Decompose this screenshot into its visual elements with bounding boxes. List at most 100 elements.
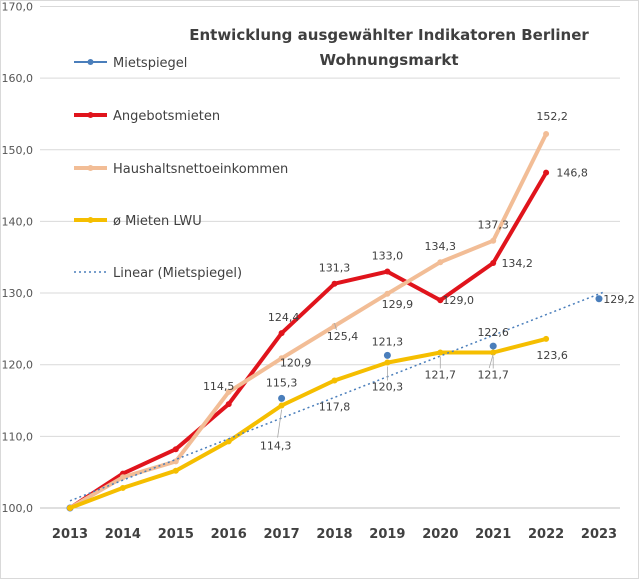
label-leader-line xyxy=(488,353,494,369)
series-point-3 xyxy=(490,349,497,356)
data-label: 122,6 xyxy=(477,326,509,339)
series-point-0 xyxy=(489,342,497,350)
series-point-1 xyxy=(172,446,179,453)
legend-label: Haushaltsnettoeinkommen xyxy=(113,162,288,177)
data-label: 133,0 xyxy=(372,250,404,263)
series-point-3 xyxy=(119,484,126,491)
legend-marker xyxy=(87,217,94,223)
series-point-2 xyxy=(119,474,126,481)
series-point-3 xyxy=(543,335,550,342)
data-label: 121,7 xyxy=(477,369,509,382)
data-label: 134,2 xyxy=(501,257,533,270)
x-tick-label: 2023 xyxy=(581,527,617,542)
data-label: 121,7 xyxy=(425,369,457,382)
series-point-1 xyxy=(543,169,550,176)
legend-label: Mietspiegel xyxy=(113,56,187,71)
x-axis: 2013 2014 2015 2016 2017 2018 2019 2020 2021 2022… xyxy=(52,527,617,542)
series-point-3 xyxy=(331,377,338,384)
label-leader-line xyxy=(334,322,337,331)
series-point-2 xyxy=(543,130,550,137)
series-point-1 xyxy=(384,268,391,275)
chart-title-line-1: Entwicklung ausgewählter Indikatoren Ber… xyxy=(189,26,589,44)
data-label: 120,9 xyxy=(280,356,312,369)
y-axis: 100,0 110,0 120,0 130,0 140,0 150,0 160,0 170,0 xyxy=(2,0,34,515)
series-point-3 xyxy=(384,359,391,366)
data-label: 121,3 xyxy=(372,335,404,348)
trendline xyxy=(69,290,606,502)
plot-series xyxy=(66,130,606,512)
data-label: 131,3 xyxy=(319,262,351,275)
data-label: 129,9 xyxy=(382,298,414,311)
x-tick-label: 2022 xyxy=(528,527,564,542)
data-label: 129,2 xyxy=(603,293,635,306)
series-point-1 xyxy=(331,280,338,287)
series-point-0 xyxy=(278,394,286,402)
legend-item: ø Mieten LWU xyxy=(74,214,202,229)
legend-marker xyxy=(87,112,94,118)
legend-item: Angebotsmieten xyxy=(74,109,220,124)
data-label: 120,3 xyxy=(372,381,404,394)
y-tick-label: 140,0 xyxy=(2,215,34,228)
series-point-3 xyxy=(172,467,179,474)
series-point-3 xyxy=(225,438,232,445)
legend-label: ø Mieten LWU xyxy=(113,214,202,229)
x-tick-label: 2013 xyxy=(52,527,88,542)
series-point-1 xyxy=(437,297,444,304)
legend-marker xyxy=(87,165,94,171)
gridlines xyxy=(40,5,620,509)
data-label: 123,6 xyxy=(536,349,568,362)
y-tick-label: 120,0 xyxy=(2,359,34,372)
chart-title: Entwicklung ausgewählter Indikatoren Ber… xyxy=(189,26,589,69)
chart-title-line-2: Wohnungsmarkt xyxy=(320,51,459,69)
legend-marker xyxy=(87,59,94,65)
x-tick-label: 2015 xyxy=(158,527,194,542)
y-tick-label: 150,0 xyxy=(2,144,34,157)
y-tick-label: 170,0 xyxy=(2,0,34,13)
x-tick-label: 2016 xyxy=(211,527,247,542)
data-label: 115,3 xyxy=(266,376,298,389)
legend: Mietspiegel Angebotsmieten Haushaltsnettoe… xyxy=(74,56,288,281)
legend-item: Mietspiegel xyxy=(74,56,187,71)
series-point-1 xyxy=(490,259,497,266)
x-tick-label: 2017 xyxy=(264,527,300,542)
data-label: 134,3 xyxy=(425,240,457,253)
data-label: 146,8 xyxy=(556,167,588,180)
data-label: 114,5 xyxy=(203,380,235,393)
y-tick-label: 110,0 xyxy=(2,430,34,443)
x-tick-label: 2018 xyxy=(316,527,352,542)
series-line-3 xyxy=(68,336,549,510)
series-point-2 xyxy=(278,355,285,362)
series-point-3 xyxy=(67,505,73,511)
series-point-3 xyxy=(437,349,444,356)
legend-item: Linear (Mietspiegel) xyxy=(74,266,242,281)
data-label: 152,2 xyxy=(536,110,568,123)
series-point-0 xyxy=(595,295,603,303)
series-point-2 xyxy=(437,259,444,266)
legend-label: Linear (Mietspiegel) xyxy=(113,266,242,281)
x-tick-label: 2020 xyxy=(422,527,458,542)
data-label: 137,3 xyxy=(477,219,509,232)
x-tick-label: 2021 xyxy=(475,527,511,542)
y-tick-label: 130,0 xyxy=(2,287,34,300)
series-point-3 xyxy=(278,402,285,409)
series-point-0 xyxy=(383,351,391,359)
data-label: 124,4 xyxy=(268,311,300,324)
series-point-1 xyxy=(278,330,285,337)
data-label: 117,8 xyxy=(319,400,351,413)
series-point-2 xyxy=(225,388,232,395)
legend-item: Haushaltsnettoeinkommen xyxy=(74,162,288,177)
series-point-2 xyxy=(384,290,391,297)
data-labels: 115,3 121,3 122,6 129,2 114,5 124,4 131,3 133,0… xyxy=(203,110,635,453)
data-label: 114,3 xyxy=(260,440,292,453)
series-point-2 xyxy=(172,458,179,465)
x-tick-label: 2019 xyxy=(369,527,405,542)
x-tick-label: 2014 xyxy=(105,527,141,542)
label-leader-line xyxy=(277,409,282,438)
y-tick-label: 160,0 xyxy=(2,72,34,85)
data-label: 129,0 xyxy=(443,294,475,307)
series-point-2 xyxy=(490,237,497,244)
y-tick-label: 100,0 xyxy=(2,502,34,515)
data-label: 125,4 xyxy=(327,330,359,343)
series-point-1 xyxy=(225,401,232,408)
